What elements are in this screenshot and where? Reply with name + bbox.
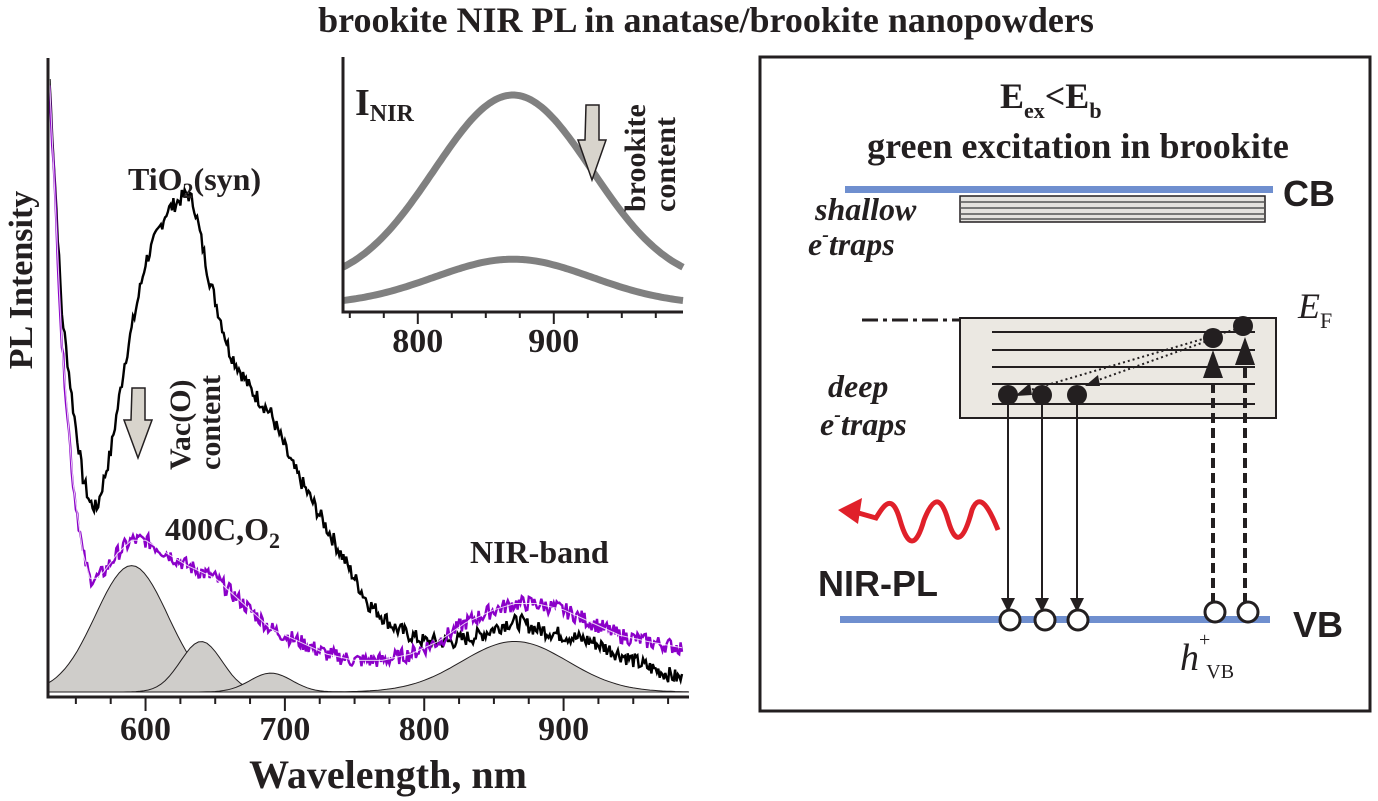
emission-wave-icon <box>838 498 1001 544</box>
trapped-electron <box>998 385 1018 405</box>
hole <box>998 608 1022 632</box>
arrow-head <box>1015 383 1032 396</box>
x-tick-label: 900 <box>538 711 589 748</box>
annotation-400c: 400C,O2 <box>165 511 280 553</box>
x-axis-label: Wavelength, nm <box>249 752 527 797</box>
series-line-2 <box>48 85 684 669</box>
annotation-vaco-content: content <box>194 375 227 470</box>
trapped-electron <box>1067 385 1087 405</box>
nir-pl-label: NIR-PL <box>818 563 938 604</box>
annotation-vaco: Vac(O) <box>164 379 197 470</box>
arrow-head <box>1035 598 1049 612</box>
recombination-arrows <box>1007 405 1078 603</box>
arrow-head <box>1070 598 1084 612</box>
deep-label: deep <box>828 368 888 404</box>
inset-series-line-1 <box>341 91 685 271</box>
shallow-traps-box <box>959 195 1266 223</box>
arrow-head <box>1001 598 1015 612</box>
figure-title: brookite NIR PL in anatase/brookite nano… <box>318 0 1094 40</box>
inset-series-line-2 <box>342 255 684 304</box>
hole <box>1203 600 1227 624</box>
x-ticks: 600 700 800 900 <box>74 697 670 748</box>
shallow-label: shallow <box>814 191 917 227</box>
arrow-head <box>1235 337 1255 365</box>
trapped-electron <box>1233 316 1253 336</box>
series-line-1 <box>48 79 684 686</box>
plot-frame <box>46 58 689 699</box>
inset-annotation-content: content <box>649 117 682 212</box>
inset-x-tick-label: 800 <box>392 323 443 360</box>
energy-diagram: Eex<Eb green excitation in brookite CB s… <box>758 55 1372 713</box>
trapped-electron <box>1203 328 1223 348</box>
annotation-nir-band: NIR-band <box>470 534 609 570</box>
condition-label: Eex<Eb <box>1000 76 1102 123</box>
gaussian-component-4 <box>48 641 690 693</box>
trapped-electron <box>1032 385 1052 405</box>
series-fit-line <box>48 78 683 661</box>
down-arrow-icon <box>576 104 608 183</box>
annotation-tio2: TiO2(syn) <box>128 161 261 203</box>
vb-label: VB <box>1293 604 1343 645</box>
hole <box>1066 608 1090 632</box>
hole <box>1236 600 1260 624</box>
x-tick-label: 600 <box>120 711 171 748</box>
gaussian-components <box>47 565 690 693</box>
down-arrow-icon <box>122 387 154 461</box>
inset-series-layer <box>341 91 685 304</box>
hole <box>1033 608 1057 632</box>
series-layer <box>48 78 684 686</box>
x-tick-label: 800 <box>399 711 450 748</box>
shallow-traps-label: e-traps <box>808 224 895 262</box>
inset-chart: 800 900 INIR brookite content <box>341 57 685 360</box>
inset-annotation-brookite: brookite <box>619 104 652 212</box>
pl-spectrum-chart: 600 700 800 900 PL Intensity Wavelength, nm… <box>3 57 690 797</box>
deep-traps-label: e-traps <box>820 404 907 442</box>
y-axis-label: PL Intensity <box>3 191 40 370</box>
relaxation-arrows <box>1019 327 1241 394</box>
inset-x-tick-label: 900 <box>528 323 579 360</box>
arrow-head <box>1203 350 1223 378</box>
arrow-head <box>1085 375 1100 386</box>
diagram-subtitle: green excitation in brookite <box>867 126 1289 166</box>
inset-x-ticks: 800 900 <box>348 312 657 360</box>
cb-label: CB <box>1283 173 1335 214</box>
fermi-label: EF <box>1297 286 1332 333</box>
x-tick-label: 700 <box>259 711 310 748</box>
conduction-band <box>845 186 1273 193</box>
excitation-arrows <box>1211 358 1247 603</box>
inset-frame <box>341 57 683 314</box>
